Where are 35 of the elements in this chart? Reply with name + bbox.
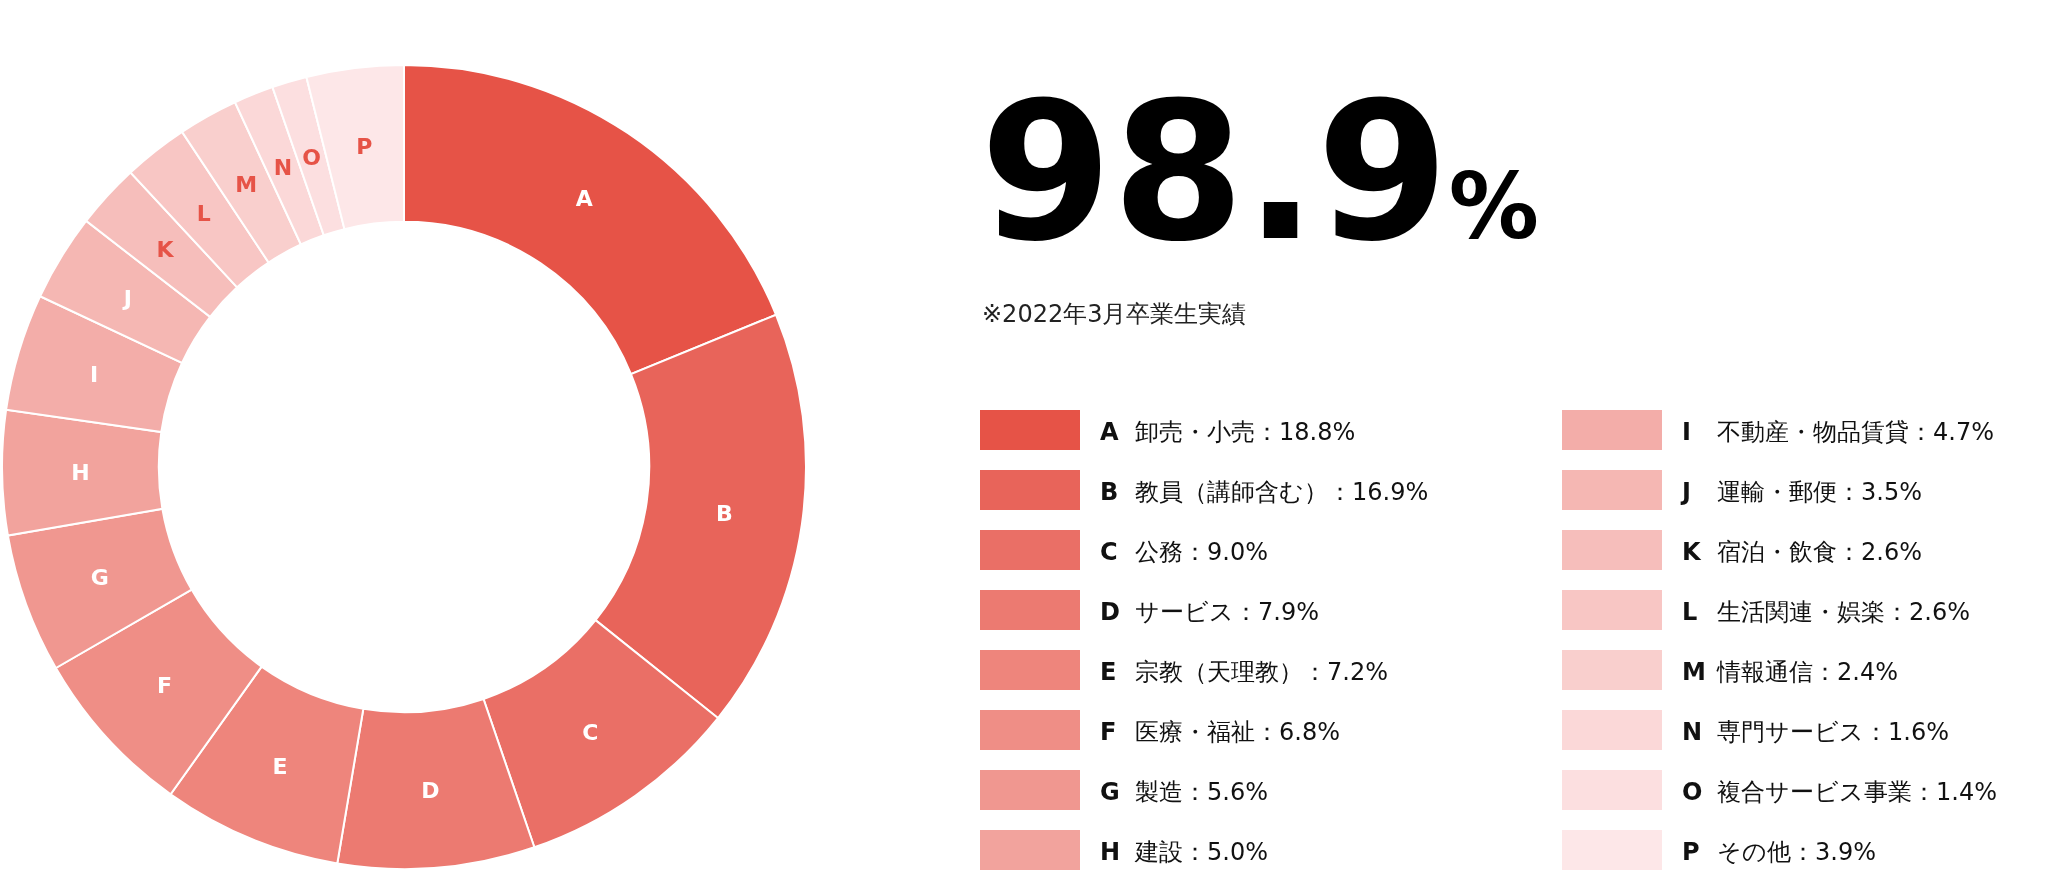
text: E: [1100, 658, 1117, 686]
text: C: [1100, 538, 1118, 566]
legend-label: 宗教（天理教）：7.2%: [1135, 658, 1388, 686]
text: A: [1100, 418, 1119, 446]
text: H: [1100, 838, 1121, 866]
title: 98.9%: [980, 62, 1539, 283]
text: J: [1682, 478, 1691, 506]
text: N: [1682, 718, 1703, 746]
text: ※2022年3月卒業生実績: [982, 300, 1247, 328]
legend-label: 専門サービス：1.6%: [1717, 718, 1949, 746]
legend-label: 公務：9.0%: [1135, 538, 1268, 566]
text: M: [1682, 658, 1706, 686]
text: B: [1100, 478, 1119, 506]
legend-label: その他：3.9%: [1717, 838, 1876, 866]
legend-label: 卸売・小売：18.8%: [1135, 418, 1356, 446]
legend-label: 建設：5.0%: [1134, 838, 1268, 866]
legend-label: 教員（講師含む）：16.9%: [1135, 478, 1429, 506]
legend-label: 宿泊・飲食：2.6%: [1717, 538, 1922, 566]
text: L: [1682, 598, 1698, 626]
text: F: [1100, 718, 1117, 746]
text: P: [1682, 838, 1700, 866]
text: O: [1682, 778, 1703, 806]
text: I: [1682, 418, 1691, 446]
legend-label: 医療・福祉：6.8%: [1135, 718, 1340, 746]
text: K: [1682, 538, 1701, 566]
text: G: [1100, 778, 1120, 806]
donut: A B C D E F G H I J K L M N O P: [1, 64, 807, 870]
legend-label: 不動産・物品賃貸：4.7%: [1717, 418, 1994, 446]
legend-label: 運輸・郵便：3.5%: [1717, 478, 1922, 506]
legend-label: 複合サービス事業：1.4%: [1717, 778, 1997, 806]
legend-label: 製造：5.6%: [1135, 778, 1268, 806]
legend-label: 生活関連・娯楽：2.6%: [1717, 598, 1970, 626]
legend-label: サービス：7.9%: [1135, 598, 1319, 626]
legend-label: 情報通信：2.4%: [1716, 658, 1898, 686]
text: D: [1100, 598, 1120, 626]
